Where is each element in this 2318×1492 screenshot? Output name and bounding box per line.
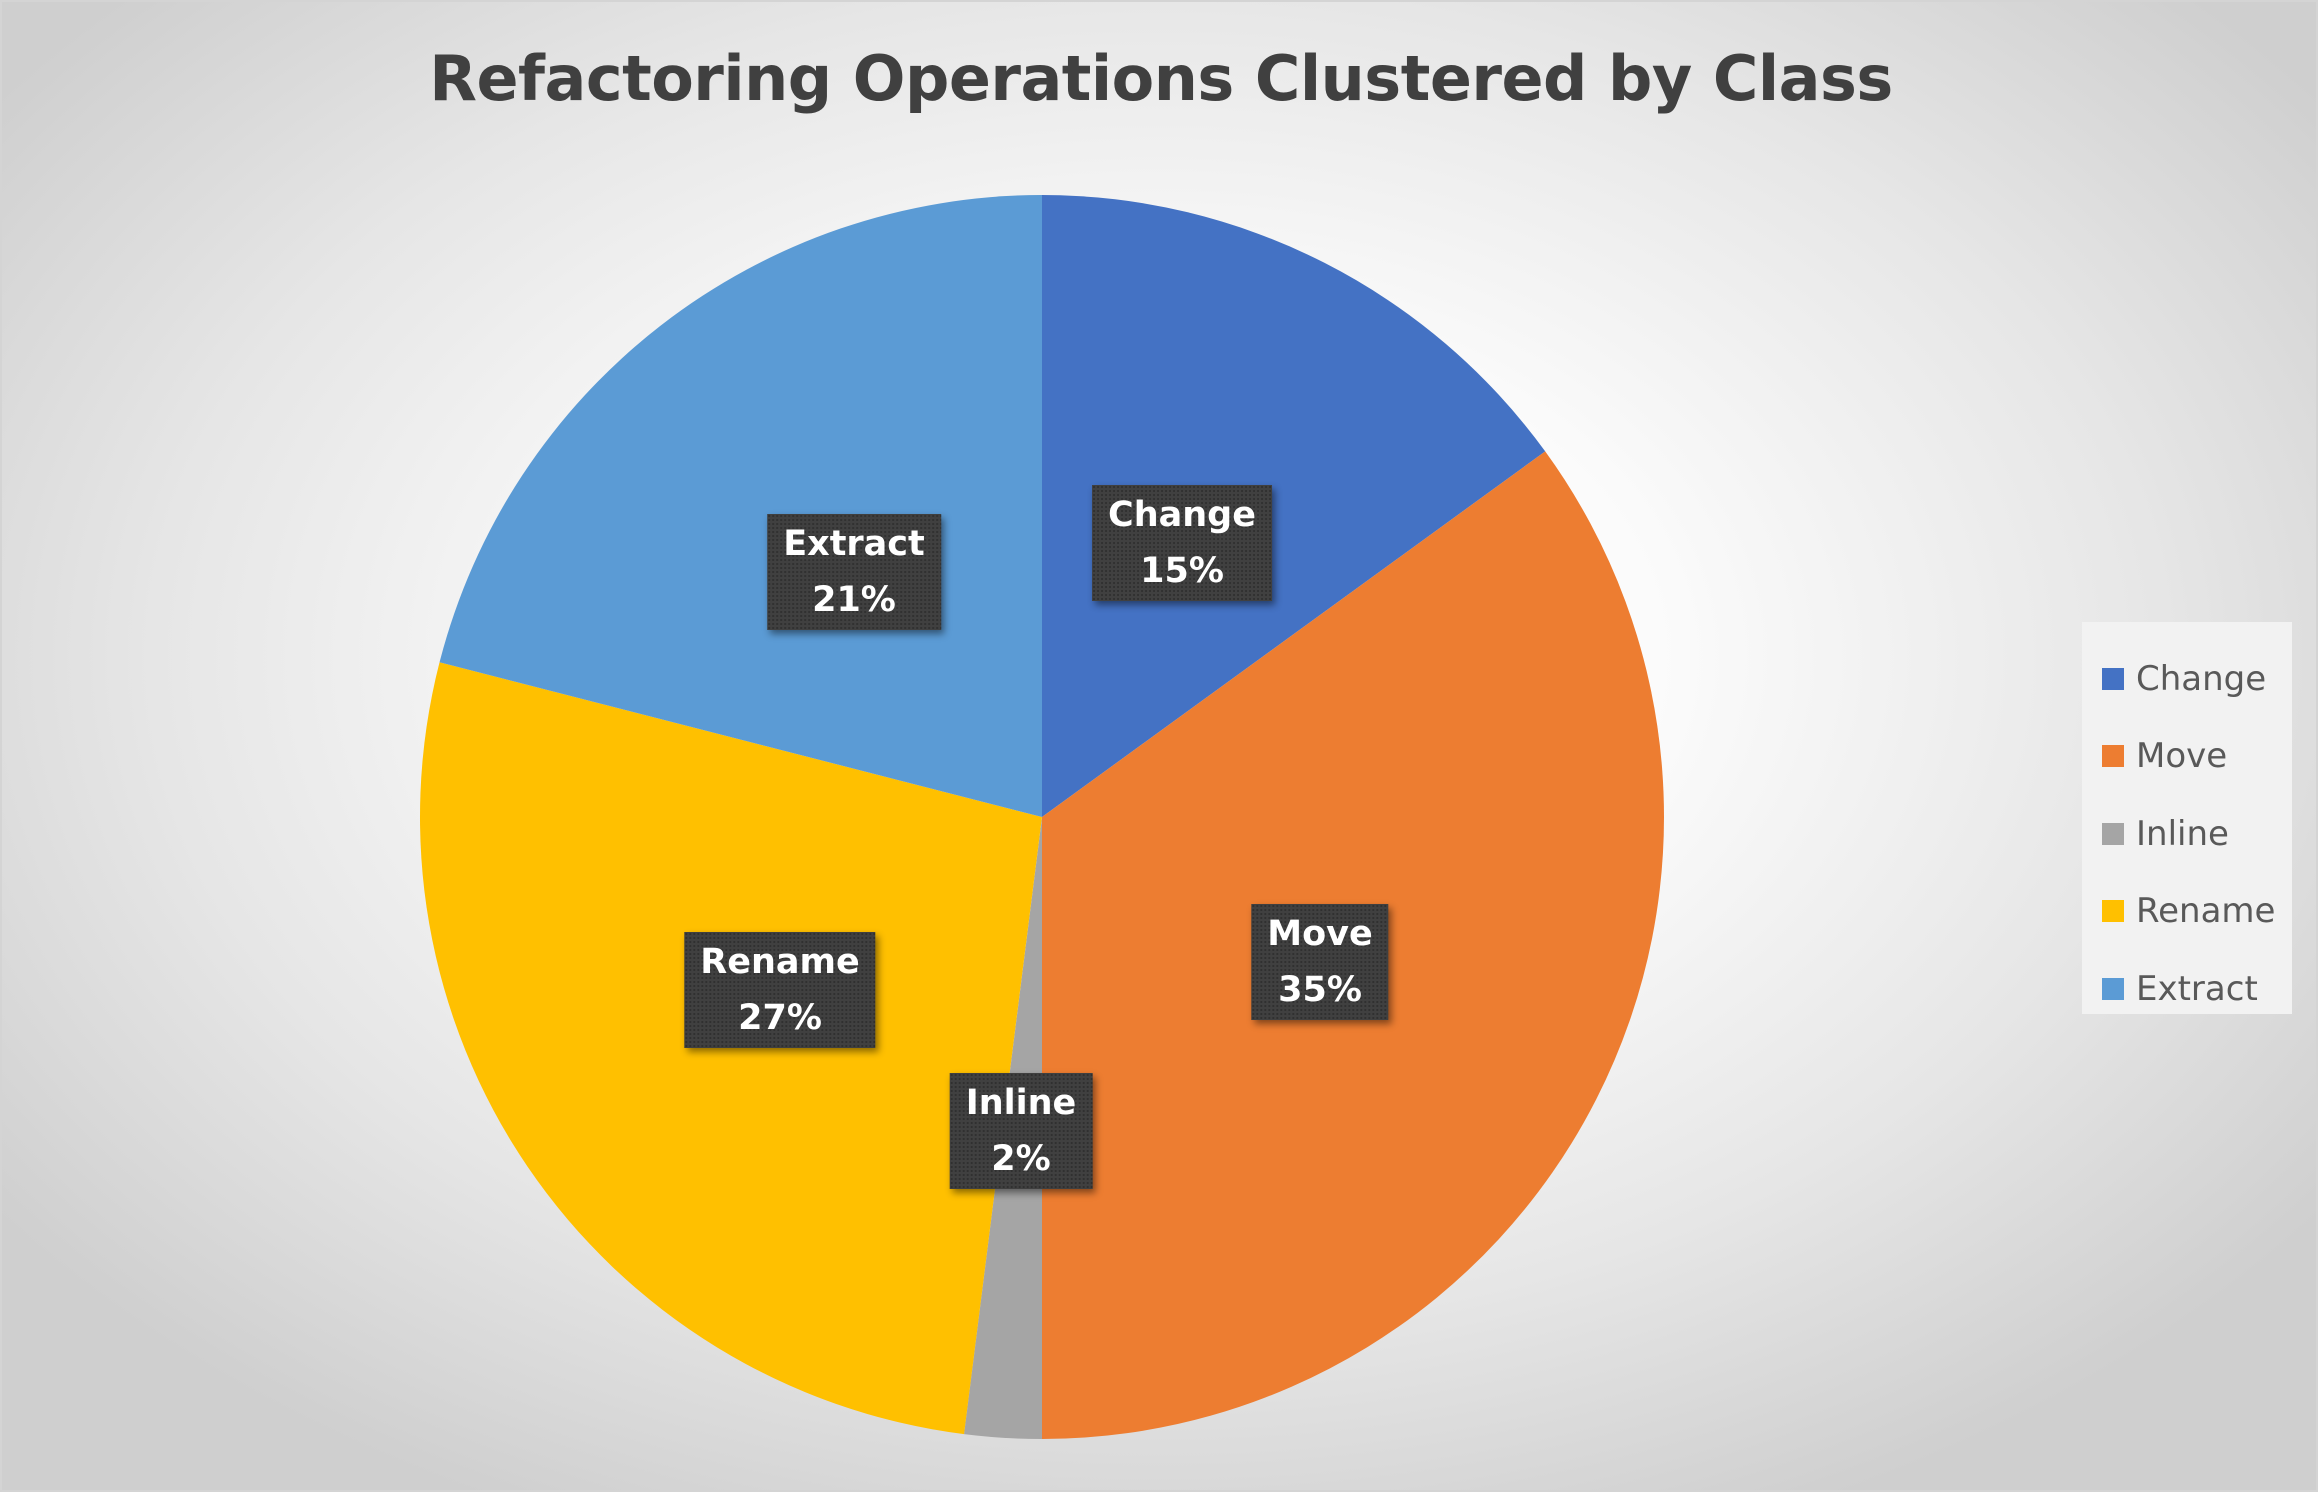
data-label-value: 27% [738,998,822,1038]
legend-item-change: Change [2102,640,2292,718]
data-label-extract: Extract 21% [767,514,941,630]
legend-swatch [2102,900,2124,923]
legend-swatch [2102,822,2124,845]
legend-label: Change [2136,658,2267,699]
data-label-value: 2% [991,1139,1051,1179]
pie-slice-change [1042,195,1546,817]
pie-slices [419,195,1664,1440]
legend-swatch [2102,977,2124,1000]
data-label-change: Change 15% [1092,485,1272,601]
legend-item-extract: Extract [2102,950,2292,1028]
legend: Change Move Inline Rename Extract [2082,622,2292,1014]
legend-label: Move [2136,736,2228,777]
pie-slice-extract [439,195,1042,817]
legend-item-inline: Inline [2102,795,2292,873]
legend-label: Rename [2136,891,2276,932]
data-label-category: Change [1108,495,1256,535]
legend-swatch [2102,667,2124,690]
legend-label: Extract [2136,968,2258,1009]
data-label-value: 21% [812,580,896,620]
data-label-value: 35% [1278,970,1362,1010]
legend-item-move: Move [2102,718,2292,796]
data-label-category: Inline [965,1083,1077,1123]
data-label-category: Rename [700,942,860,982]
data-label-inline: Inline 2% [949,1073,1093,1189]
data-label-value: 15% [1140,551,1224,591]
legend-label: Inline [2136,813,2229,854]
data-label-rename: Rename 27% [684,932,876,1048]
legend-item-rename: Rename [2102,873,2292,951]
data-label-category: Move [1267,914,1373,954]
legend-swatch [2102,745,2124,768]
data-label-category: Extract [783,524,925,564]
data-label-move: Move 35% [1251,904,1389,1020]
pie-slice-rename [419,662,1042,1435]
chart-title: Refactoring Operations Clustered by Clas… [429,42,1893,115]
